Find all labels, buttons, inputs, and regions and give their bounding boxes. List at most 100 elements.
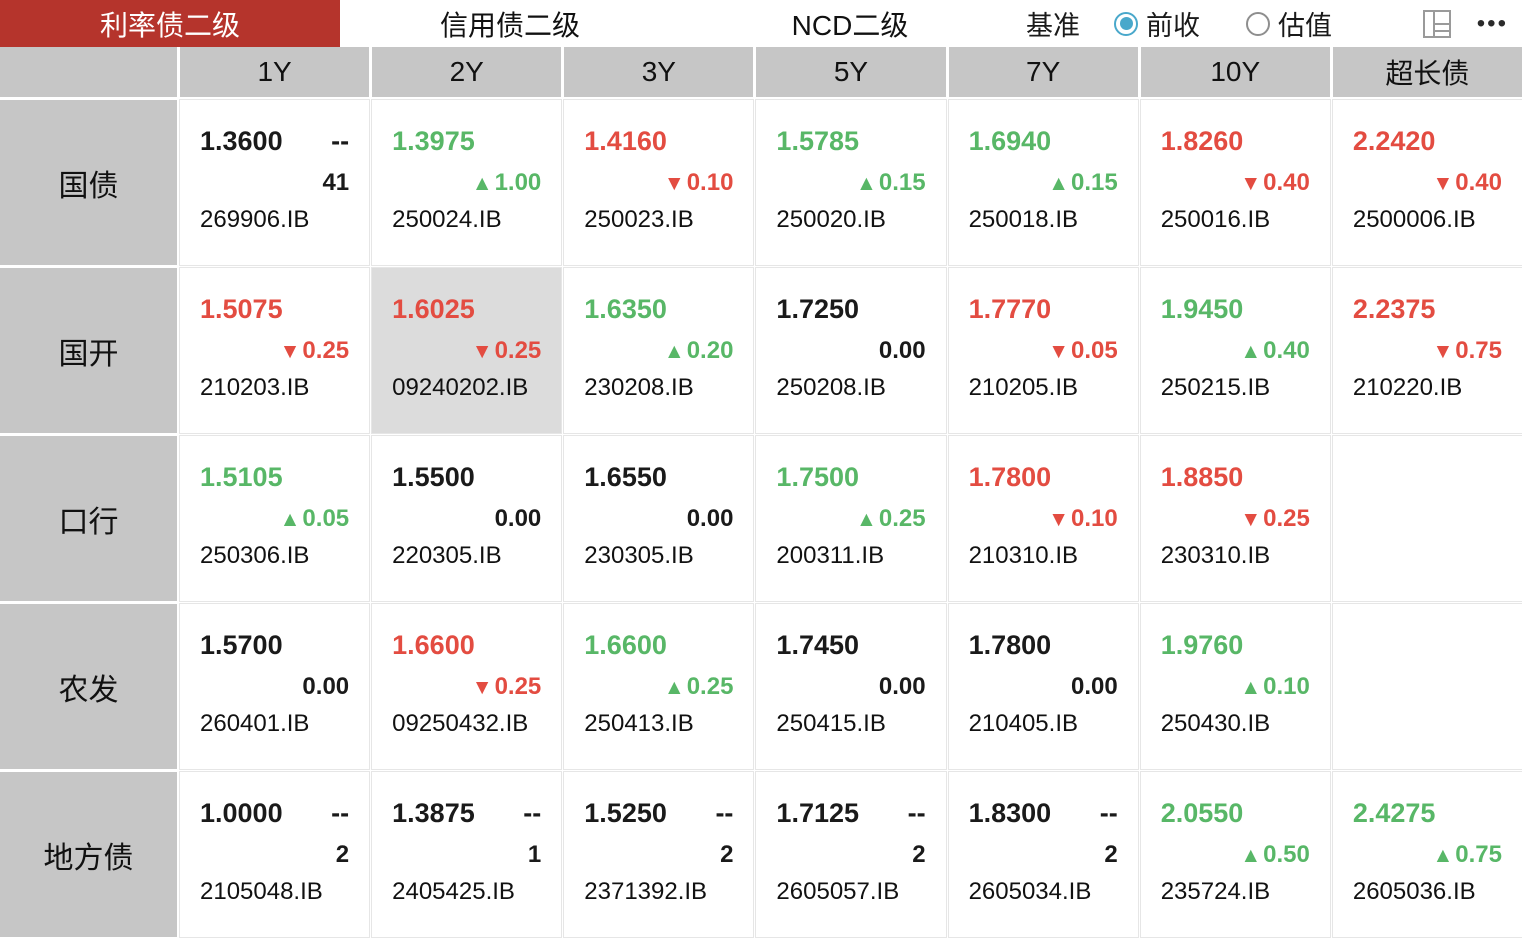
tab-bar: 利率债二级 信用债二级 NCD二级 <box>0 0 1020 47</box>
up-triangle-icon: ▲ <box>856 172 877 195</box>
rate-cell-local-gov-2y[interactable]: 1.3875 -- 1 2405425.IB <box>371 771 563 938</box>
tab-ncd-secondary[interactable]: NCD二级 <box>791 9 909 41</box>
change-value: 0.25 <box>494 673 542 700</box>
change-value: 0.75 <box>1455 841 1502 868</box>
change-line: 2 <box>969 841 1117 869</box>
bond-code: 09240202.IB <box>392 374 529 401</box>
change-line: 2 <box>584 841 733 869</box>
up-triangle-icon: ▲ <box>1240 844 1262 867</box>
rate-cell-adbc-7y[interactable]: 1.7800 0.00 210405.IB <box>947 603 1139 770</box>
rate-line: 1.5075 <box>200 294 349 325</box>
rate-line: 1.9450 <box>1161 294 1310 325</box>
rate-value: 1.7770 <box>968 294 1052 324</box>
rate-value: 1.3875 <box>392 798 475 828</box>
down-triangle-icon: ▼ <box>471 676 493 699</box>
change-value: 1.00 <box>494 169 542 196</box>
tab-credit-bond-secondary[interactable]: 信用债二级 <box>439 9 580 41</box>
rate-cell-local-gov-1y[interactable]: 1.0000 -- 2 2105048.IB <box>178 771 371 938</box>
rate-value: 1.5500 <box>392 462 475 492</box>
rate-cell-adbc-3y[interactable]: 1.6600 ▲0.25 250413.IB <box>563 603 755 770</box>
rate-cell-local-gov-7y[interactable]: 1.8300 -- 2 2605034.IB <box>947 771 1139 938</box>
rate-line: 1.3600 -- <box>200 126 349 157</box>
bond-code: 250018.IB <box>968 206 1078 233</box>
rate-line: 1.4160 <box>584 126 733 157</box>
bond-code: 230310.IB <box>1160 542 1271 569</box>
rate-cell-local-gov-超长债[interactable]: 2.4275 ▲0.75 2605036.IB <box>1331 771 1522 938</box>
rate-line: 1.7770 <box>969 294 1118 325</box>
rate-cell-treasury-2y[interactable]: 1.3975 ▲1.00 250024.IB <box>371 99 563 266</box>
rate-line: 1.3975 <box>392 126 541 157</box>
rate-cell-local-gov-5y[interactable]: 1.7125 -- 2 2605057.IB <box>755 771 947 938</box>
rate-value: 2.2420 <box>1352 126 1436 156</box>
down-triangle-icon: ▼ <box>471 340 493 363</box>
up-triangle-icon: ▲ <box>1432 844 1454 867</box>
rate-cell-exim-3y[interactable]: 1.6550 0.00 230305.IB <box>563 435 755 602</box>
rate-cell-local-gov-10y[interactable]: 2.0550 ▲0.50 235724.IB <box>1139 771 1331 938</box>
rate-cell-cdb-5y[interactable]: 1.7250 0.00 250208.IB <box>755 267 947 434</box>
rate-cell-treasury-10y[interactable]: 1.8260 ▼0.40 250016.IB <box>1139 99 1331 266</box>
rate-cell-exim-2y[interactable]: 1.5500 0.00 220305.IB <box>371 435 563 602</box>
bond-code: 09250432.IB <box>392 710 529 737</box>
radio-valuation[interactable]: 估值 <box>1246 4 1332 43</box>
rate-cell-treasury-3y[interactable]: 1.4160 ▼0.10 250023.IB <box>563 99 755 266</box>
change-line: 0.00 <box>584 505 734 533</box>
rate-cell-cdb-7y[interactable]: 1.7770 ▼0.05 210205.IB <box>947 267 1139 434</box>
change-line: ▼0.25 <box>200 337 350 365</box>
rate-cell-cdb-2y[interactable]: 1.6025 ▼0.25 09240202.IB <box>371 267 563 434</box>
down-triangle-icon: ▼ <box>1048 508 1069 531</box>
rate-value: 1.6350 <box>584 294 667 324</box>
change-value: 0.05 <box>302 505 350 532</box>
rate-line: 1.8260 <box>1161 126 1310 157</box>
corner-cell <box>0 47 177 97</box>
row-label-cdb: 国开 <box>0 268 177 433</box>
rate-cell-treasury-5y[interactable]: 1.5785 ▲0.15 250020.IB <box>755 99 947 266</box>
rate-line: 1.7250 <box>776 294 925 325</box>
change-value: 0.00 <box>878 337 926 364</box>
trade-count: 2 <box>912 841 926 868</box>
rate-cell-adbc-5y[interactable]: 1.7450 0.00 250415.IB <box>755 603 947 770</box>
change-value: 0.25 <box>494 337 542 364</box>
change-value: 0.10 <box>1263 673 1310 700</box>
rate-cell-treasury-1y[interactable]: 1.3600 -- 41 269906.IB <box>178 99 371 266</box>
change-line: 0.00 <box>200 673 349 701</box>
change-value: 0.00 <box>302 673 350 700</box>
bond-code: 230208.IB <box>584 374 694 401</box>
more-icon[interactable]: ••• <box>1476 9 1508 37</box>
rate-cell-cdb-3y[interactable]: 1.6350 ▲0.20 230208.IB <box>563 267 755 434</box>
rate-cell-cdb-10y[interactable]: 1.9450 ▲0.40 250215.IB <box>1139 267 1331 434</box>
rate-cell-adbc-2y[interactable]: 1.6600 ▼0.25 09250432.IB <box>371 603 563 770</box>
radio-label: 估值 <box>1278 11 1332 41</box>
change-line: ▲0.15 <box>776 169 926 197</box>
rate-cell-treasury-7y[interactable]: 1.6940 ▲0.15 250018.IB <box>947 99 1139 266</box>
rate-value: 1.6600 <box>392 630 475 660</box>
rate-cell-adbc-10y[interactable]: 1.9760 ▲0.10 250430.IB <box>1139 603 1331 770</box>
rate-value: 1.6025 <box>392 294 475 324</box>
rate-line: 2.0550 <box>1161 798 1310 829</box>
layout-icon[interactable] <box>1421 7 1453 41</box>
rate-cell-exim-超长债[interactable] <box>1331 435 1522 602</box>
no-change-dash: -- <box>523 798 542 828</box>
trade-count: 1 <box>527 841 542 868</box>
rate-line: 1.8300 -- <box>969 798 1118 829</box>
tab-rate-bond-secondary[interactable]: 利率债二级 <box>0 0 340 47</box>
bond-code: 250020.IB <box>776 206 886 233</box>
change-line: 0.00 <box>776 337 926 365</box>
radio-prev-close[interactable]: 前收 <box>1114 4 1200 43</box>
rate-cell-exim-1y[interactable]: 1.5105 ▲0.05 250306.IB <box>178 435 371 602</box>
rate-cell-exim-5y[interactable]: 1.7500 ▲0.25 200311.IB <box>755 435 947 602</box>
rate-cell-adbc-1y[interactable]: 1.5700 0.00 260401.IB <box>178 603 371 770</box>
rate-value: 1.8850 <box>1160 462 1244 492</box>
rate-cell-cdb-超长债[interactable]: 2.2375 ▼0.75 210220.IB <box>1331 267 1522 434</box>
rate-cell-treasury-超长债[interactable]: 2.2420 ▼0.40 2500006.IB <box>1331 99 1522 266</box>
rate-cell-adbc-超长债[interactable] <box>1331 603 1522 770</box>
rate-cell-cdb-1y[interactable]: 1.5075 ▼0.25 210203.IB <box>178 267 371 434</box>
rate-value: 1.9760 <box>1160 630 1244 660</box>
rate-line: 1.6550 <box>584 462 733 493</box>
rate-line: 1.7800 <box>969 462 1118 493</box>
rate-cell-exim-10y[interactable]: 1.8850 ▼0.25 230310.IB <box>1139 435 1331 602</box>
rate-cell-exim-7y[interactable]: 1.7800 ▼0.10 210310.IB <box>947 435 1139 602</box>
change-line: ▼0.10 <box>584 169 734 197</box>
rate-cell-local-gov-3y[interactable]: 1.5250 -- 2 2371392.IB <box>563 771 755 938</box>
change-line: ▼0.25 <box>392 673 542 701</box>
change-value: 0.10 <box>1070 505 1118 532</box>
